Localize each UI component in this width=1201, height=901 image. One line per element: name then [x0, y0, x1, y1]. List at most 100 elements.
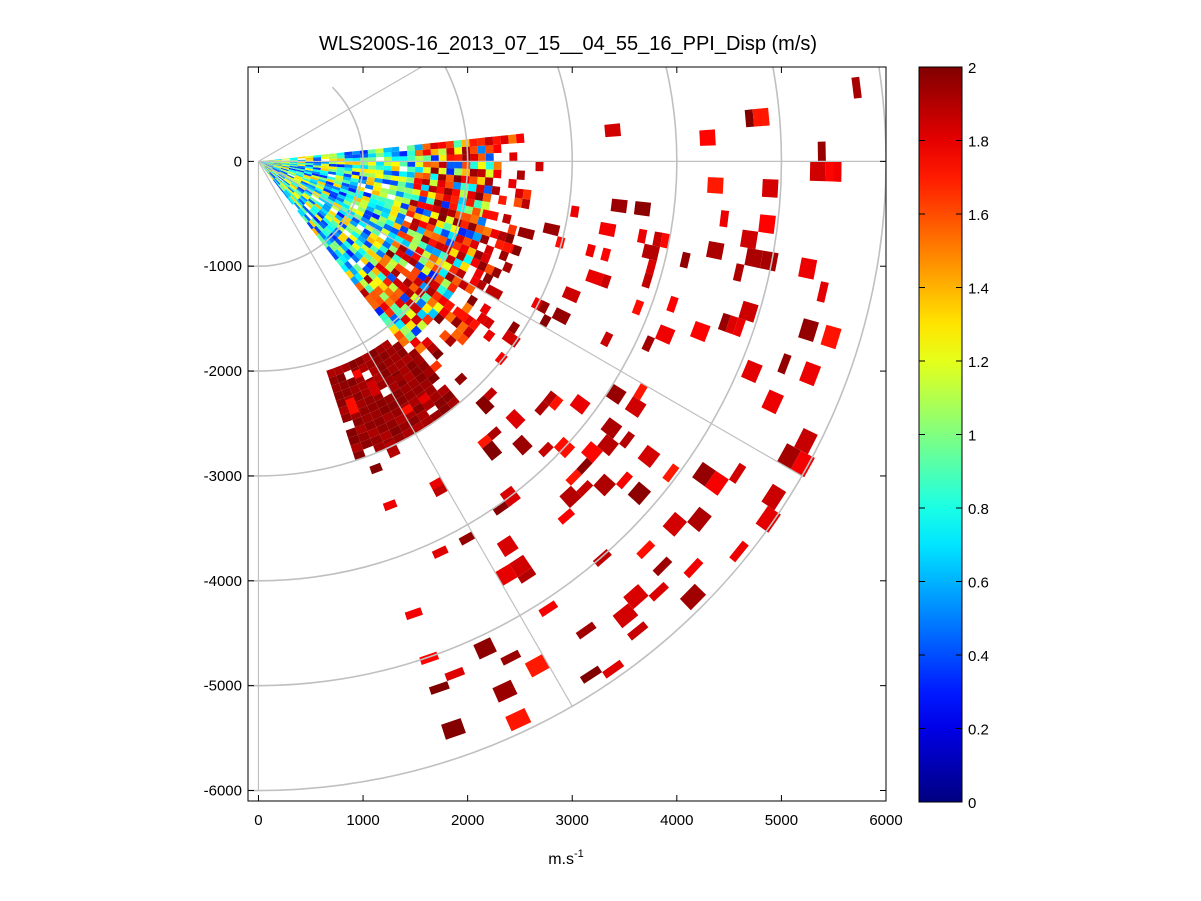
- radar-cell: [300, 182, 308, 188]
- radar-cell: [637, 444, 661, 468]
- radar-cell: [339, 254, 348, 264]
- radar-cell: [410, 266, 421, 277]
- radar-cell: [470, 257, 481, 269]
- radar-cell: [445, 174, 455, 182]
- radar-cell: [280, 169, 288, 174]
- radar-cell: [517, 226, 535, 241]
- radar-cell: [636, 540, 656, 560]
- radar-cell: [443, 300, 456, 312]
- radar-cell: [353, 227, 363, 236]
- radar-cell: [332, 185, 341, 191]
- radar-cell: [391, 156, 400, 162]
- radar-cell: [398, 176, 407, 183]
- radar-cell: [413, 212, 423, 221]
- radar-cell: [283, 179, 291, 186]
- radar-cell: [360, 256, 370, 266]
- radar-cell: [357, 380, 369, 392]
- azimuth-spoke: [258, 67, 423, 162]
- radar-cell: [402, 427, 416, 440]
- radar-cell: [313, 163, 322, 166]
- radar-cell: [516, 170, 525, 180]
- radar-cell: [325, 200, 334, 208]
- radar-cell: [396, 212, 406, 221]
- radar-cell: [287, 171, 296, 175]
- radar-cell: [424, 203, 434, 212]
- radar-cell: [420, 234, 431, 245]
- radar-cell: [446, 396, 461, 410]
- radar-cell: [297, 162, 306, 165]
- radar-cell: [462, 154, 471, 162]
- radar-cell: [383, 147, 392, 153]
- radar-cell: [405, 182, 414, 189]
- radar-cell: [412, 402, 426, 415]
- radar-cell: [429, 360, 443, 373]
- radar-cell: [265, 164, 273, 169]
- radar-cell: [360, 243, 370, 253]
- radar-cell: [369, 216, 379, 225]
- radar-cell: [508, 134, 517, 144]
- radar-cell: [313, 154, 322, 158]
- radar-cell: [336, 166, 345, 171]
- radar-cell: [473, 268, 485, 280]
- radar-cell: [522, 189, 532, 200]
- radar-cell: [459, 189, 469, 199]
- radar-cell: [331, 240, 341, 249]
- radar-cell: [363, 394, 376, 406]
- radar-cell: [453, 140, 462, 148]
- radar-cell: [393, 287, 405, 298]
- radar-cell: [484, 284, 504, 301]
- radar-cell: [371, 266, 381, 277]
- radar-cell: [433, 396, 447, 410]
- radar-cell: [464, 205, 474, 215]
- radar-cell: [365, 261, 375, 271]
- radar-cell: [296, 168, 305, 172]
- plot-frame: [247, 66, 887, 802]
- radar-cell: [375, 169, 384, 175]
- radar-cell: [379, 301, 390, 312]
- radar-cell: [384, 439, 401, 459]
- radar-cell: [631, 299, 645, 316]
- radar-cell: [373, 224, 384, 233]
- radar-cell: [298, 208, 306, 216]
- radar-cell: [479, 303, 492, 316]
- radar-cell: [374, 343, 386, 355]
- radar-cell: [338, 191, 347, 197]
- radar-cell: [382, 499, 398, 512]
- radar-cell: [738, 300, 759, 323]
- radar-cell: [375, 249, 386, 259]
- radar-cell: [374, 295, 385, 306]
- radar-cell: [419, 281, 430, 293]
- radar-cell: [278, 184, 285, 192]
- radar-cell: [269, 172, 276, 179]
- radar-cell: [398, 336, 410, 348]
- radar-cell: [398, 243, 408, 254]
- radar-cell: [357, 235, 367, 244]
- radar-cell: [397, 181, 406, 188]
- radar-cell: [370, 434, 383, 446]
- radar-cell: [360, 153, 369, 158]
- radar-cell: [352, 164, 361, 169]
- radar-cell: [485, 153, 494, 162]
- radar-cell: [446, 161, 455, 169]
- radar-cell: [316, 182, 325, 188]
- radar-cell: [356, 186, 365, 192]
- radar-cell: [290, 195, 297, 203]
- radar-cell: [752, 107, 770, 127]
- radar-cell: [425, 197, 435, 206]
- radar-cell: [524, 654, 550, 678]
- radar-cell: [483, 185, 493, 195]
- radar-cell: [379, 291, 390, 302]
- radar-cell: [360, 164, 369, 170]
- radar-cell: [375, 165, 384, 171]
- radar-cell: [318, 196, 327, 203]
- radar-cell: [347, 359, 359, 370]
- radar-cell: [320, 170, 329, 174]
- radar-cell: [820, 324, 842, 350]
- radar-cell: [307, 183, 316, 189]
- radar-cell: [369, 257, 379, 267]
- radar-cell: [704, 470, 729, 496]
- radar-cell: [358, 268, 368, 279]
- radar-cell: [366, 236, 376, 245]
- radar-cell: [330, 251, 340, 261]
- radar-cell: [306, 221, 314, 230]
